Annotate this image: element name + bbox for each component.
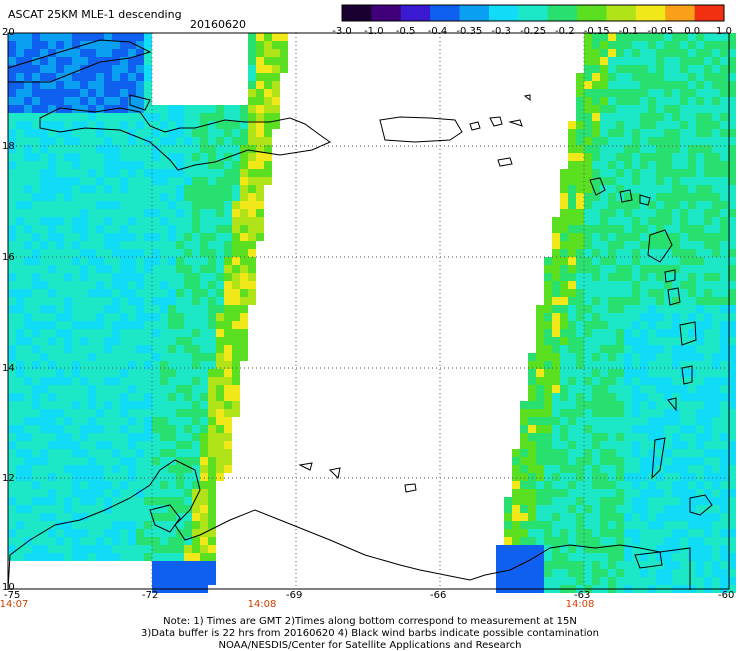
- colorbar-label: -0.1: [618, 26, 639, 37]
- time-label-left: 14:07: [0, 599, 29, 610]
- colorbar-label: -1.0: [364, 26, 384, 37]
- lon-label-69: -69: [286, 590, 303, 601]
- lon-label-63: -63: [574, 590, 591, 601]
- colorbar-swatch: [430, 5, 461, 21]
- colorbar-swatch: [635, 5, 666, 21]
- colorbar: [341, 4, 725, 22]
- lat-label-18: 18: [2, 141, 15, 152]
- lon-label-66: -66: [430, 590, 447, 601]
- colorbar-label: -0.15: [583, 26, 610, 37]
- colorbar-label: -0.4: [427, 26, 448, 37]
- colorbar-swatch: [459, 5, 490, 21]
- colorbar-swatch: [577, 5, 607, 21]
- colorbar-swatch: [488, 5, 519, 21]
- swath-pixels: [8, 33, 736, 593]
- colorbar-swatch: [694, 5, 725, 21]
- product-title: ASCAT 25KM MLE-1 descending: [8, 8, 182, 21]
- colorbar-label: -0.35: [456, 26, 483, 37]
- lat-label-10: 10: [2, 582, 15, 593]
- colorbar-label: -0.3: [491, 26, 511, 37]
- colorbar-label: -3.0: [332, 26, 352, 37]
- note-line-2: 3)Data buffer is 22 hrs from 20160620 4)…: [141, 628, 599, 639]
- lat-label-14: 14: [2, 363, 15, 374]
- colorbar-label: 1.0: [716, 26, 732, 37]
- graticule: [8, 33, 729, 589]
- colorbar-swatch: [547, 5, 578, 21]
- time-label-right: 14:08: [565, 599, 595, 610]
- colorbar-label: 0.0: [684, 26, 701, 37]
- time-label-mid: 14:08: [247, 599, 277, 610]
- colorbar-label: -0.2: [555, 26, 575, 37]
- map-frame: [7, 32, 730, 590]
- colorbar-label: -0.05: [647, 26, 674, 37]
- date-title: 20160620: [190, 18, 246, 31]
- lat-label-20: 20: [2, 27, 15, 38]
- colorbar-swatch: [606, 5, 637, 21]
- colorbar-swatch: [371, 5, 402, 21]
- coastlines: [7, 39, 713, 591]
- lon-label-72: -72: [142, 590, 159, 601]
- note-line-1: Note: 1) Times are GMT 2)Times along bot…: [163, 616, 577, 627]
- colorbar-swatch: [400, 5, 431, 21]
- colorbar-label: -0.5: [395, 26, 416, 37]
- lat-label-12: 12: [2, 473, 15, 484]
- lat-label-16: 16: [2, 252, 15, 263]
- colorbar-swatch: [518, 5, 549, 21]
- colorbar-swatch: [665, 5, 696, 21]
- colorbar-swatch: [342, 5, 372, 21]
- note-line-3: NOAA/NESDIS/Center for Satellite Applica…: [218, 640, 522, 651]
- lon-label-75: -75: [4, 590, 21, 601]
- colorbar-label: -0.25: [520, 26, 546, 37]
- lon-label-60: -60: [718, 590, 735, 601]
